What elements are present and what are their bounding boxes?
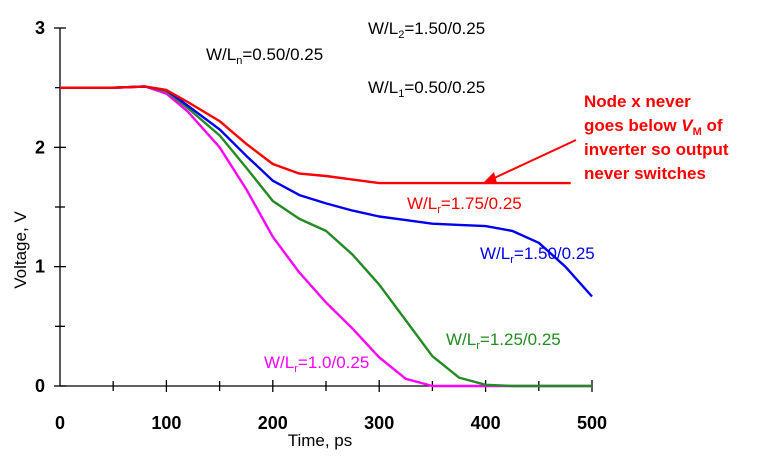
annotation-2: W/L1=0.50/0.25 bbox=[368, 78, 485, 100]
series-label-3: W/Lr=1.0/0.25 bbox=[264, 353, 369, 375]
series-label-0: W/Lr=1.75/0.25 bbox=[407, 194, 522, 216]
callout-line-1: goes below VM of bbox=[584, 116, 723, 138]
x-tick-label: 100 bbox=[151, 413, 181, 433]
callout-line-0: Node x never bbox=[584, 92, 691, 111]
series-lines bbox=[60, 85, 593, 388]
callout-arrowhead bbox=[482, 172, 497, 184]
series-label-2: W/Lr=1.25/0.25 bbox=[446, 330, 561, 352]
x-tick-label: 200 bbox=[258, 413, 288, 433]
x-tick-label: 500 bbox=[577, 413, 607, 433]
y-tick-label: 3 bbox=[35, 18, 45, 38]
callout-arrow bbox=[489, 139, 577, 181]
series-label-1: W/Lr=1.50/0.25 bbox=[480, 244, 595, 266]
callout-line-2: inverter so output bbox=[584, 140, 729, 159]
annotations: W/L2=1.50/0.25 W/Ln=0.50/0.25 W/L1=0.50/0.… bbox=[206, 19, 485, 100]
x-tick-label: 300 bbox=[364, 413, 394, 433]
series-line-0 bbox=[60, 85, 571, 185]
x-tick-label: 0 bbox=[55, 413, 65, 433]
callout-line-3: never switches bbox=[584, 164, 706, 183]
x-tick-label: 400 bbox=[471, 413, 501, 433]
annotation-0: W/L2=1.50/0.25 bbox=[368, 19, 485, 41]
callout: Node x never goes below VM of inverter so … bbox=[482, 92, 729, 184]
y-axis-title: Voltage, V bbox=[11, 211, 30, 289]
y-tick-label: 1 bbox=[35, 257, 45, 277]
ticks: 0 100 200 300 400 500 0 1 2 3 Time, ps Voltage, V bbox=[11, 18, 607, 450]
y-tick-label: 2 bbox=[35, 137, 45, 157]
y-tick-label: 0 bbox=[35, 376, 45, 396]
annotation-1: W/Ln=0.50/0.25 bbox=[206, 45, 323, 67]
x-axis-title: Time, ps bbox=[288, 431, 353, 450]
series-labels: W/Lr=1.75/0.25 W/Lr=1.50/0.25 W/Lr=1.25/0.… bbox=[264, 194, 595, 375]
